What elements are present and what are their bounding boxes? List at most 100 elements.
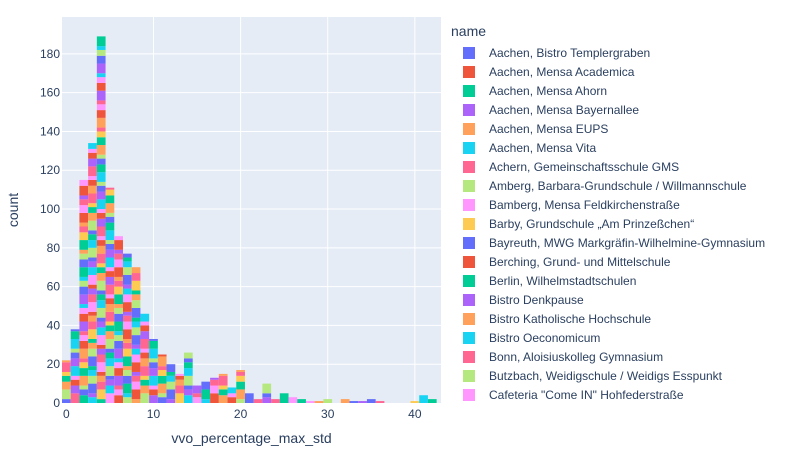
bar-segment [149,358,158,363]
bar-segment [88,321,97,330]
bar-segment [375,401,385,403]
legend-item[interactable]: Barby, Grundschule „Am Prinzeßchen“ [448,215,788,234]
bar-segment [340,399,350,403]
bar-segment [105,311,115,322]
bar-segment [166,364,176,372]
bar-segment [131,381,141,390]
bar-segment [88,148,97,153]
histogram-bar [149,338,158,403]
legend-swatch [463,66,475,78]
bar-segment [70,379,80,386]
legend-item[interactable]: Bayreuth, MWG Markgräfin-Wilhelmine-Gymn… [448,234,788,253]
bar-segment [79,286,89,295]
bar-segment [96,117,106,128]
legend-swatch [463,218,475,230]
bar-segment [88,176,97,180]
legend-swatch [463,370,475,382]
legend-label: Bonn, Aloisiuskolleg Gymnasium [489,350,664,364]
bar-segment [175,375,184,380]
bar-segment [62,389,71,400]
bar-segment [236,389,245,400]
bar-segment [175,393,184,403]
bar-segment [88,329,97,339]
bar-segment [96,317,106,322]
bar-segment [96,36,106,47]
bar-segment [122,315,132,322]
legend-item[interactable]: Aachen, Mensa Academica [448,63,788,82]
histogram-bar [166,364,176,403]
bar-segment [131,344,141,349]
bar-segment [131,389,141,400]
legend-item[interactable]: Butzbach, Weidigschule / Weidigs Esspunk… [448,367,788,386]
bar-segment [79,340,89,349]
legend-item[interactable]: Aachen, Bistro Templergraben [448,44,788,63]
bar-segment [157,383,167,394]
bar-segment [218,385,228,390]
bar-segment [218,395,228,403]
bar-segment [70,393,80,403]
bar-segment [131,294,141,301]
histogram-bar [253,399,263,403]
histogram-bar [375,401,385,403]
bar-segment [149,375,158,386]
legend-item[interactable]: Aachen, Mensa EUPS [448,120,788,139]
legend-item[interactable]: Aachen, Mensa Bayernallee [448,101,788,120]
bar-segment [114,375,123,386]
histogram-bar [271,399,280,403]
bar-segment [114,286,123,295]
histogram-bar [323,399,333,403]
bar-segment [105,240,115,244]
bar-segment [122,257,132,262]
bar-segment [88,356,97,367]
bar-segment [62,381,71,390]
bar-segment [218,389,228,396]
histogram-bar [70,329,80,403]
bar-segment [96,381,106,390]
bar-segment [96,172,106,182]
legend-item[interactable]: Cafeteria "Come IN" Hohfederstraße [448,386,788,405]
legend-item[interactable]: Aachen, Mensa Ahorn [448,82,788,101]
legend-label: Amberg, Barbara-Grundschule / Willmannsc… [489,179,747,193]
bar-segment [79,249,89,254]
histogram-bar [279,393,289,403]
bar-segment [305,401,315,403]
bar-segment [96,375,106,382]
bar-segment [105,298,115,305]
legend-item[interactable]: Bamberg, Mensa Feldkirchenstraße [448,196,788,215]
legend-item[interactable]: Bistro Denkpause [448,291,788,310]
bar-segment [96,218,106,227]
legend-item[interactable]: Berlin, Wilhelmstadtschulen [448,272,788,291]
legend-item[interactable]: Bonn, Aloisiuskolleg Gymnasium [448,348,788,367]
bar-segment [88,342,97,349]
bar-segment [105,358,115,367]
bar-segment [88,193,97,204]
bar-segment [88,383,97,394]
bar-segment [122,383,132,394]
bar-segment [105,195,115,204]
bar-segment [79,375,89,386]
bar-segment [166,375,176,382]
bar-segment [88,267,97,275]
legend-item[interactable]: Achern, Gemeinschaftsschule GMS [448,158,788,177]
bar-segment [122,261,132,268]
bar-segment [114,368,123,376]
bar-segment [96,185,106,192]
bar-segment [288,397,298,403]
legend-item[interactable]: Bistro Oeconomicum [448,329,788,348]
legend-item[interactable]: Amberg, Barbara-Grundschule / Willmannsc… [448,177,788,196]
legend-item[interactable]: Bistro Katholische Hochschule [448,310,788,329]
x-tick-labels: 0 10 20 30 40 [63,407,422,421]
bar-segment [201,381,211,390]
bar-segment [157,356,167,367]
bar-segment [88,393,97,398]
legend-label: Achern, Gemeinschaftsschule GMS [489,160,680,174]
bar-segment [279,393,289,403]
legend-item[interactable]: Berching, Grund- und Mittelschule [448,253,788,272]
histogram-bar [314,401,324,403]
bar-segment [105,284,115,295]
bar-segment [96,389,106,400]
bar-segment [88,348,97,357]
legend-item[interactable]: Aachen, Mensa Vita [448,139,788,158]
bar-segment [105,375,115,380]
bar-segment [105,216,115,223]
